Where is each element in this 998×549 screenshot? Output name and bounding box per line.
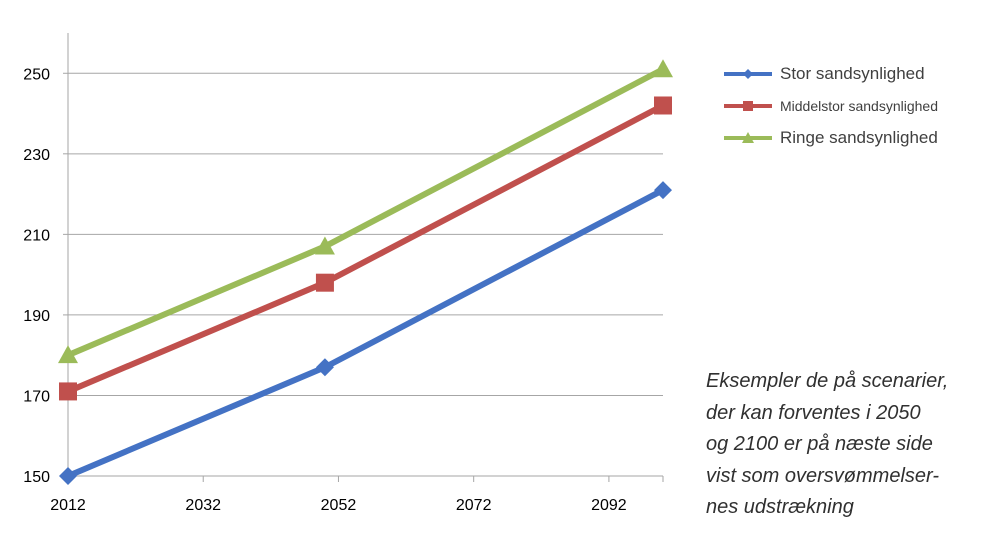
scenario-note: Eksempler de på scenarier, der kan forve…	[706, 366, 972, 524]
legend-item-ringe: Ringe sandsynlighed	[722, 122, 938, 154]
legend-item-middelstor: Middelstor sandsynlighed	[722, 90, 938, 122]
data-point	[59, 467, 77, 485]
data-point	[654, 181, 672, 200]
data-point	[59, 382, 77, 401]
y-tick-label: 170	[23, 388, 50, 405]
data-point	[315, 358, 334, 377]
legend-label: Stor sandsynlighed	[780, 64, 925, 83]
legend-swatch-diamond-icon	[724, 69, 772, 79]
note-line: der kan forventes i 2050	[706, 401, 921, 424]
x-tick-label: 2032	[185, 497, 221, 514]
legend-label: Ringe sandsynlighed	[780, 128, 938, 147]
x-tick-label: 2012	[50, 497, 86, 514]
legend-label: Middelstor sandsynlighed	[780, 98, 938, 114]
legend-swatch-triangle-icon	[724, 132, 772, 143]
y-tick-label: 190	[23, 308, 50, 325]
legend-swatch-square-icon	[724, 101, 772, 111]
note-line: vist som oversvømmelser-	[706, 464, 939, 487]
note-line: og 2100 er på næste side	[706, 433, 933, 455]
x-tick-label: 2072	[456, 497, 492, 514]
series-line	[65, 66, 666, 359]
data-point	[315, 273, 334, 292]
series-line	[65, 187, 666, 479]
data-point	[653, 59, 673, 78]
note-line: nes udstrækning	[706, 496, 854, 518]
y-tick-label: 250	[23, 66, 50, 83]
x-tick-label: 2052	[321, 497, 357, 514]
data-point	[314, 236, 335, 255]
y-tick-label: 150	[23, 469, 50, 486]
legend-item-stor: Stor sandsynlighed	[722, 58, 938, 90]
data-point	[58, 345, 78, 364]
data-point	[654, 96, 672, 115]
y-tick-label: 230	[23, 147, 50, 164]
y-tick-label: 210	[23, 227, 50, 244]
note-line: Eksempler de på scenarier,	[706, 370, 949, 392]
x-tick-label: 2092	[591, 497, 627, 514]
legend: Stor sandsynlighed Middelstor sandsynlig…	[722, 58, 938, 154]
